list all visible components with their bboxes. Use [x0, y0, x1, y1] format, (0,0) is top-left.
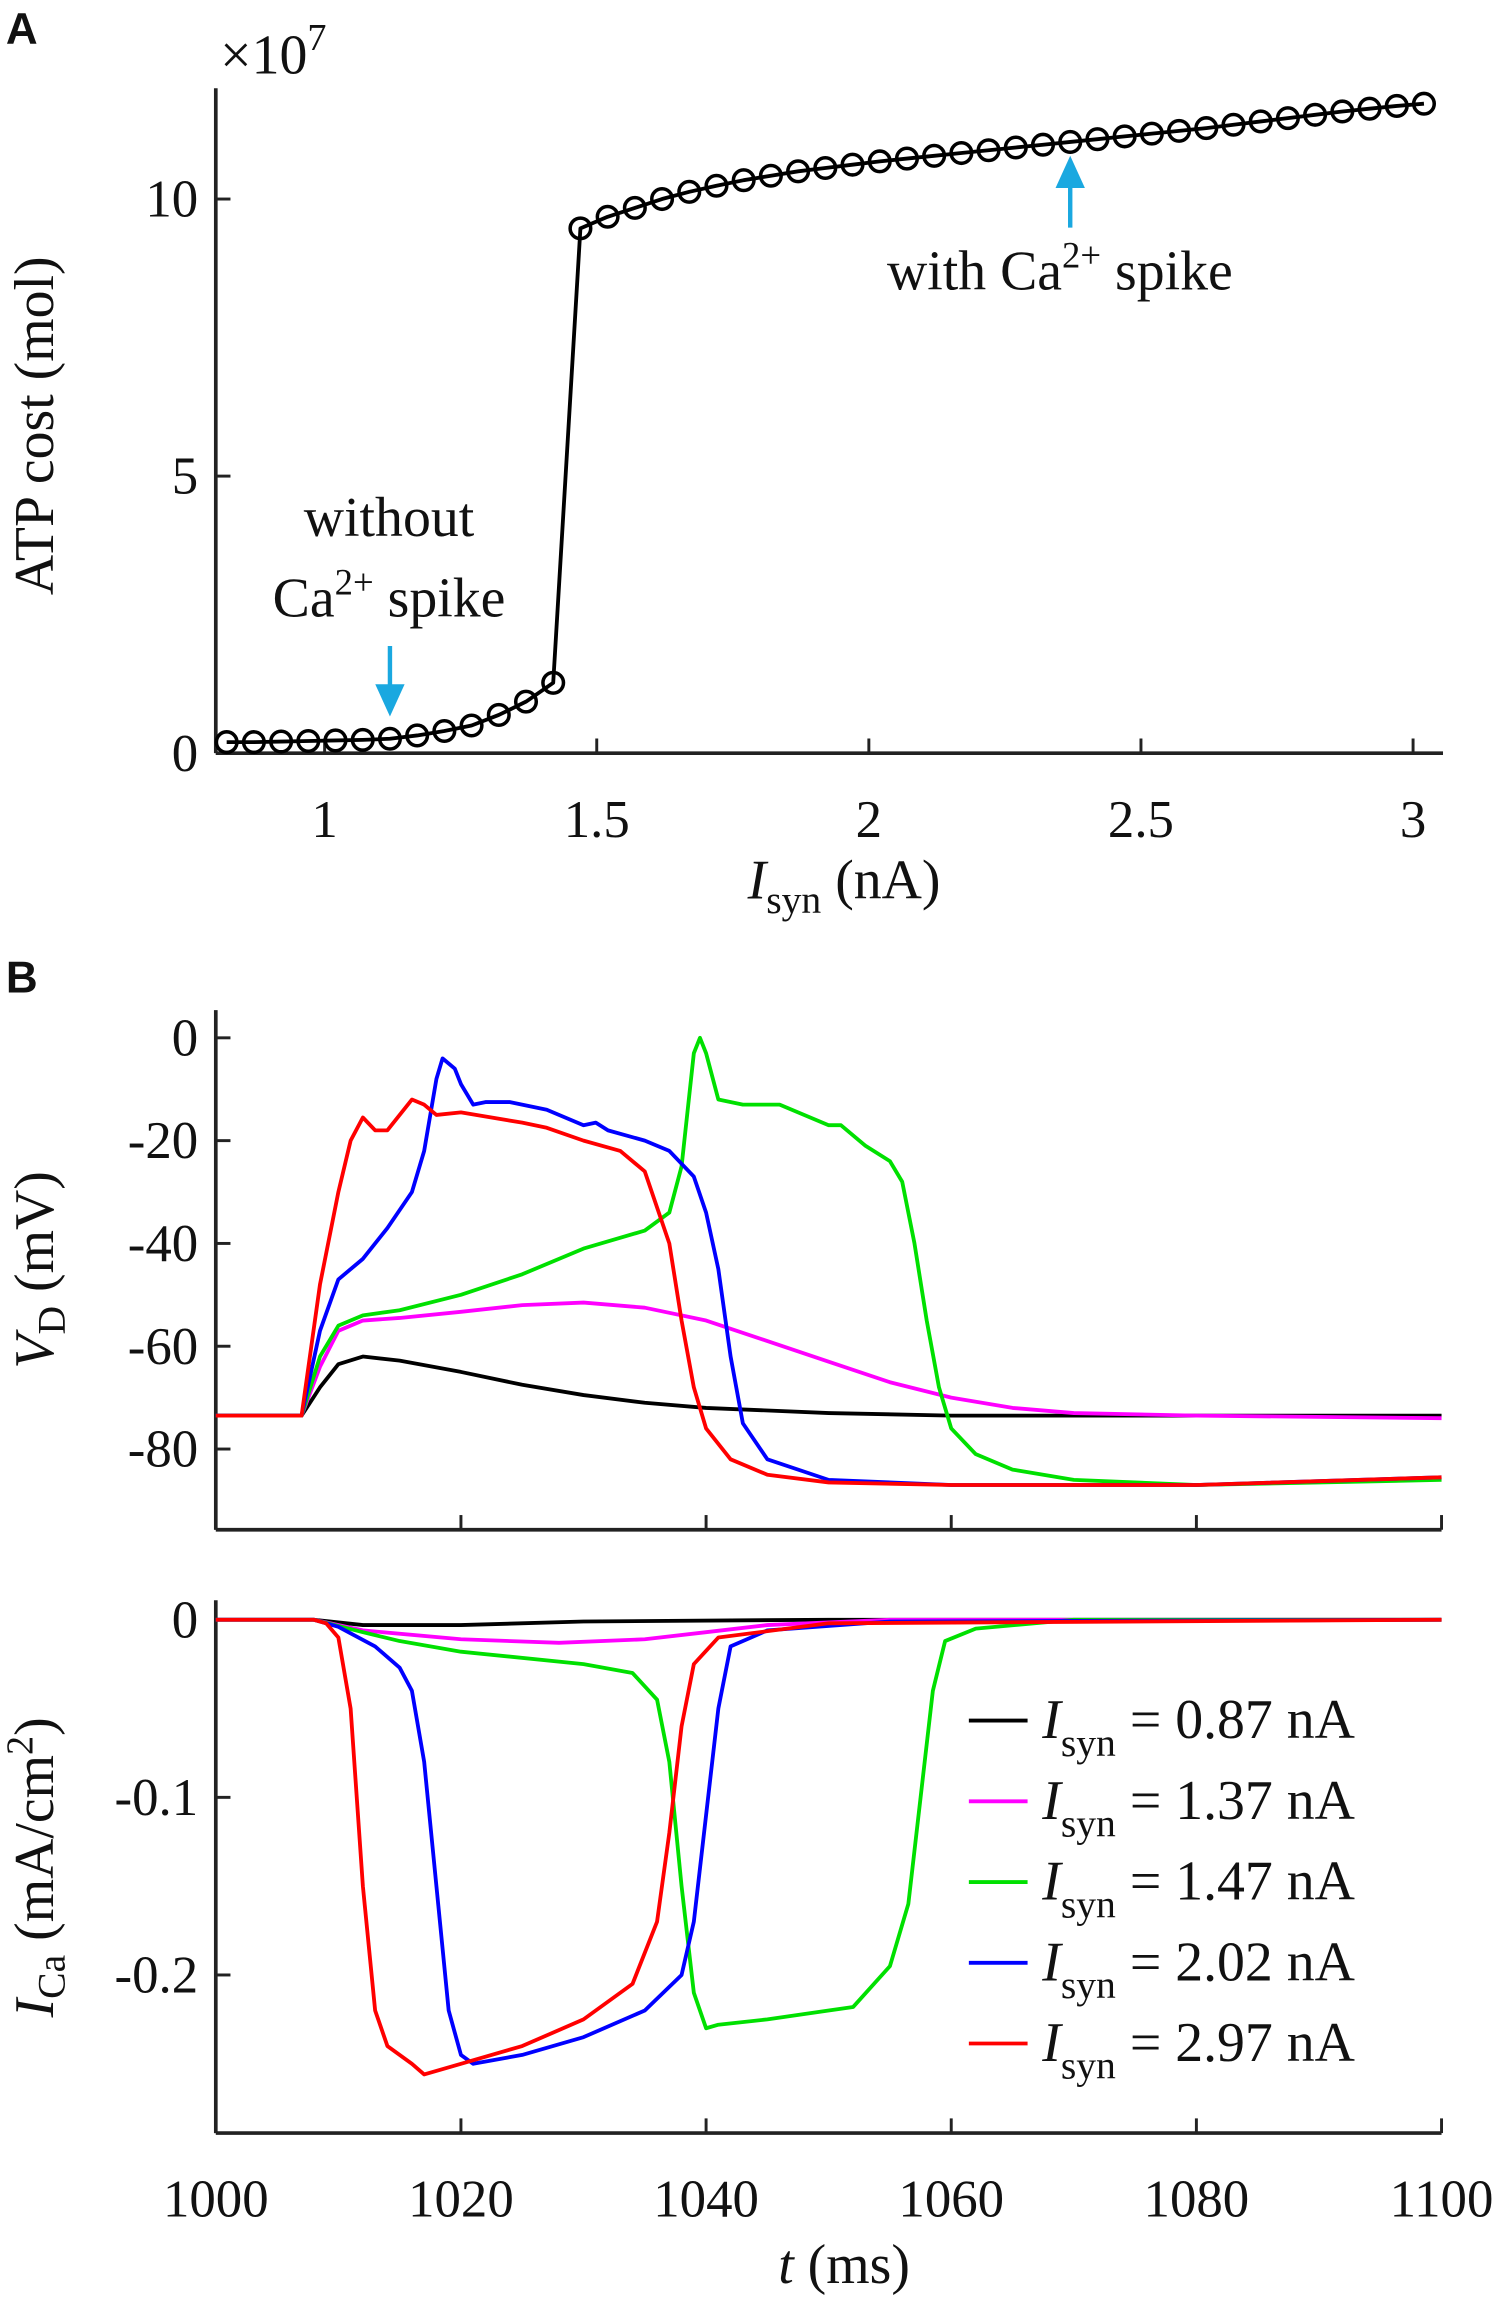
data-point-marker — [377, 726, 402, 751]
vd-series-line — [215, 1354, 1442, 1418]
x-tick-label: 1 — [311, 791, 337, 849]
data-point-marker — [1030, 132, 1056, 157]
x-tick-label: 1000 — [163, 2171, 269, 2229]
data-point-marker — [650, 186, 675, 212]
vd-series-line — [215, 1300, 1442, 1421]
y-tick-label: -80 — [128, 1421, 198, 1479]
arrow-down-icon — [375, 684, 405, 717]
data-point-marker — [758, 163, 783, 188]
data-point-marker — [1139, 121, 1164, 146]
data-point-marker — [595, 204, 620, 229]
ica-series-line — [215, 1617, 1442, 2066]
panel-b-ica-chart: 1000 1020 1040 1060 1080 1100 0 -0.1 -0.2 ICa (mA… — [0, 1591, 1493, 2295]
x-axis-label: t (ms) — [778, 2234, 910, 2296]
data-point-marker — [867, 149, 892, 174]
data-point-marker — [1194, 116, 1219, 141]
ica-series-line — [215, 1617, 1442, 2031]
data-point-marker — [1357, 96, 1382, 121]
x-axis-label: Isyn (nA) — [747, 850, 941, 923]
panel-b-vd-chart: 0 -20 -40 -60 -80 VD (mV) — [4, 1009, 1444, 1532]
y-axis-label: ICa (mA/cm2) — [0, 1717, 74, 2018]
data-point-marker — [541, 670, 566, 695]
data-point-marker — [677, 179, 702, 204]
data-point-marker — [1112, 124, 1137, 149]
x-tick-label: 1020 — [408, 2171, 514, 2229]
data-point-marker — [1167, 118, 1192, 143]
data-point-marker — [1058, 129, 1083, 154]
x-tick-label: 1060 — [898, 2171, 1004, 2229]
legend-entry: Isyn = 2.02 nA — [1041, 1931, 1355, 2007]
y-tick-label: 0 — [172, 1009, 198, 1067]
vd-series-line — [215, 1056, 1442, 1487]
data-point-marker — [241, 730, 266, 755]
arrow-up-icon — [1055, 155, 1085, 189]
panel-label-a: A — [6, 5, 38, 54]
annotation-without-line1: without — [304, 487, 475, 549]
y-tick-label: 0 — [172, 1591, 198, 1649]
annotation-with-ca-spike: with Ca2+ spike — [887, 234, 1233, 302]
data-point-marker — [1411, 91, 1436, 116]
x-tick-label: 1040 — [653, 2171, 759, 2229]
x-tick-label: 1080 — [1144, 2171, 1250, 2229]
annotation-without-ca-spike: Ca2+ spike — [273, 562, 506, 630]
panel-a-chart: 1 1.5 2 2.5 3 0 5 10 ×107 ATP cost (mol) Isyn (nA)… — [4, 17, 1444, 923]
legend-entry: Isyn = 1.37 nA — [1041, 1770, 1355, 1846]
data-point-marker — [622, 195, 647, 220]
data-point-marker — [269, 729, 294, 754]
y-multiplier-label: ×107 — [220, 17, 326, 86]
y-tick-label: 0 — [172, 725, 198, 783]
data-point-marker — [323, 728, 348, 753]
data-point-marker — [1003, 135, 1028, 160]
data-point-marker — [1330, 99, 1355, 124]
data-point-marker — [432, 718, 457, 744]
y-tick-label: -20 — [128, 1112, 198, 1170]
x-tick-label: 1.5 — [564, 791, 630, 849]
y-tick-label: -60 — [128, 1318, 198, 1376]
ica-series-line — [215, 1617, 1442, 2077]
data-point-marker — [786, 159, 811, 184]
legend-entry: Isyn = 1.47 nA — [1041, 1851, 1355, 1927]
data-point-marker — [459, 713, 484, 738]
data-point-marker — [731, 168, 756, 193]
data-point-marker — [513, 689, 539, 714]
data-point-marker — [949, 140, 974, 166]
x-tick-label: 2 — [856, 791, 882, 849]
data-point-marker — [1221, 112, 1246, 137]
data-point-marker — [1275, 106, 1300, 131]
data-point-marker — [1085, 127, 1110, 152]
legend-entry: Isyn = 0.87 nA — [1041, 1689, 1355, 1765]
data-point-marker — [894, 146, 919, 171]
y-tick-label: 10 — [145, 171, 198, 229]
y-tick-label: 5 — [172, 448, 198, 506]
legend-entry: Isyn = 2.97 nA — [1041, 2012, 1355, 2088]
data-point-marker — [976, 138, 1001, 163]
y-tick-label: -40 — [128, 1215, 198, 1273]
data-point-marker — [704, 173, 729, 198]
y-tick-label: -0.2 — [115, 1947, 199, 2005]
panel-label-b: B — [6, 953, 38, 1002]
x-tick-label: 1100 — [1390, 2171, 1494, 2229]
data-point-marker — [840, 152, 865, 177]
y-axis-label: VD (mV) — [4, 1171, 74, 1368]
data-point-marker — [1384, 93, 1409, 118]
x-tick-label: 3 — [1400, 791, 1426, 849]
data-point-marker — [922, 143, 947, 168]
x-tick-label: 2.5 — [1108, 791, 1174, 849]
data-point-marker — [214, 730, 239, 755]
data-point-marker — [296, 728, 321, 754]
vd-series-line — [215, 1097, 1442, 1487]
vd-series-line — [215, 1035, 1442, 1487]
y-tick-label: -0.1 — [115, 1769, 199, 1827]
data-point-marker — [350, 727, 375, 752]
data-point-marker — [405, 723, 430, 748]
y-axis-label: ATP cost (mol) — [4, 256, 66, 595]
atp-cost-line — [226, 101, 1425, 745]
data-point-marker — [568, 216, 593, 241]
data-point-marker — [1303, 102, 1328, 127]
data-point-marker — [486, 702, 511, 727]
data-point-marker — [1248, 109, 1273, 134]
data-point-marker — [813, 155, 838, 181]
